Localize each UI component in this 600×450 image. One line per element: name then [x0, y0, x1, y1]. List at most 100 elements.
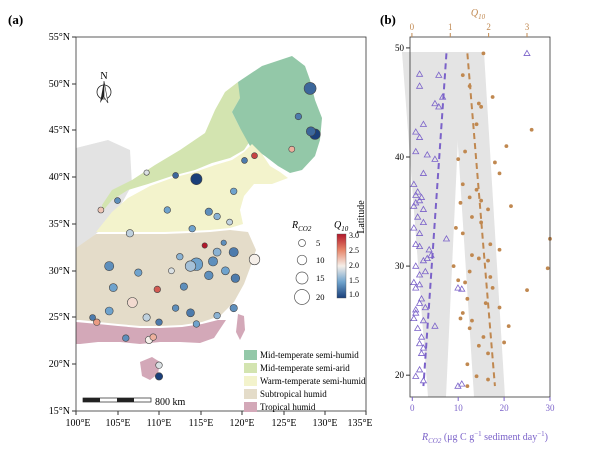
size-legend-label: 15 [316, 273, 325, 283]
region-other-land [76, 140, 132, 248]
q10-point [412, 372, 420, 379]
site-marker [104, 306, 114, 316]
rco2-point [481, 335, 486, 339]
x-top-axis-title: Q10 [471, 8, 486, 21]
site-marker [149, 333, 157, 341]
rco2-point [504, 144, 509, 148]
x-bottom-tick-label: 30 [546, 403, 556, 413]
q10-point [417, 193, 426, 200]
map-regions [76, 56, 322, 380]
rco2-point [497, 305, 502, 310]
q10-point [423, 151, 431, 158]
site-marker [93, 318, 101, 326]
rco2-point [476, 256, 481, 261]
site-marker [184, 260, 197, 272]
rco2-point [483, 301, 488, 306]
q10-tick-label: 2.5 [349, 246, 359, 255]
rco2-point [486, 351, 490, 356]
plot-marks [410, 49, 552, 389]
q10-point [415, 339, 424, 347]
site-marker [221, 266, 230, 276]
site-marker [143, 169, 150, 176]
rco2-point [474, 187, 479, 192]
q10-point [415, 271, 424, 278]
x-bottom-tick-label: 0 [410, 403, 415, 413]
q10-point [458, 380, 466, 387]
region-warm-temperate-semi-humid [96, 144, 288, 232]
x-top-tick-label: 1 [448, 22, 453, 32]
q10-point [410, 224, 418, 231]
size-legend-circle [294, 289, 310, 305]
lon-tick-label: 105°E [105, 418, 130, 429]
rco2-point [465, 362, 470, 367]
site-marker [251, 152, 258, 159]
rco2-point [460, 73, 465, 78]
site-marker [204, 207, 213, 216]
site-marker [248, 253, 261, 266]
rco2-point [470, 318, 474, 323]
rco2-point [465, 296, 470, 301]
size-legend-label: 10 [316, 255, 325, 265]
site-marker [153, 285, 161, 294]
rco2-point [451, 264, 456, 268]
rco2-point [479, 198, 484, 203]
lat-tick-label: 50°N [49, 79, 70, 90]
q10-point [419, 120, 428, 127]
q10-point [435, 71, 443, 78]
zone-swatch [244, 402, 257, 412]
zone-label: Mid-temperate semi-arid [260, 363, 350, 373]
site-marker [303, 82, 317, 95]
rco2-point [465, 384, 470, 388]
x-bottom-tick-label: 20 [500, 403, 510, 413]
site-marker [190, 173, 203, 185]
q10-point [410, 278, 418, 286]
q10-point [410, 180, 418, 187]
size-legend-label: 5 [316, 238, 320, 248]
q10-trend-line [422, 53, 448, 387]
rco2-point [493, 160, 497, 165]
zone-label: Mid-temperate semi-humid [260, 350, 359, 360]
lon-tick-label: 120°E [229, 418, 254, 429]
q10-point [419, 218, 428, 226]
q10-point [523, 49, 531, 56]
site-marker [212, 247, 222, 257]
q10-point [415, 229, 424, 236]
rco2-point [488, 242, 493, 247]
q10-point [415, 280, 424, 288]
region-mid-temperate-semi-arid [102, 82, 252, 212]
lon-tick-label: 125°E [271, 418, 296, 429]
rco2-point [479, 104, 484, 109]
q10-point [412, 191, 420, 198]
y-tick-label: 50 [395, 43, 405, 53]
region-taiwan-island [236, 314, 245, 340]
q10-point [412, 305, 420, 313]
q10-tick-label: 2.0 [349, 261, 359, 270]
q10-point [412, 199, 420, 206]
site-marker [188, 225, 196, 233]
rco2-point [467, 326, 472, 331]
rco2-point [467, 195, 472, 200]
rco2-point [529, 127, 534, 132]
confidence-band-rco2 [452, 52, 505, 397]
site-marker [125, 229, 134, 238]
zone-label: Subtropical humid [260, 389, 327, 399]
panel-b-scatter: (b) 0 10 20 30 0 1 2 3 20 30 40 50 Latitude RCO2 (μ… [356, 8, 555, 445]
site-marker [230, 187, 238, 195]
q10-point [419, 316, 428, 324]
q10-point [412, 147, 420, 155]
site-marker [230, 273, 240, 283]
q10-point [410, 314, 418, 322]
rco2-legend-title: RCO2 [291, 220, 312, 233]
site-marker [228, 247, 239, 257]
rco2-point [486, 377, 490, 382]
rco2-point [509, 204, 513, 208]
q10-point [421, 303, 430, 311]
lon-tick-label: 135°E [347, 418, 372, 429]
q10-point [415, 365, 424, 373]
y-axis-title: Latitude [356, 200, 367, 234]
q10-point [417, 333, 426, 340]
size-legend-label: 20 [316, 292, 325, 302]
q10-point [442, 235, 451, 242]
rco2-point [467, 269, 472, 274]
